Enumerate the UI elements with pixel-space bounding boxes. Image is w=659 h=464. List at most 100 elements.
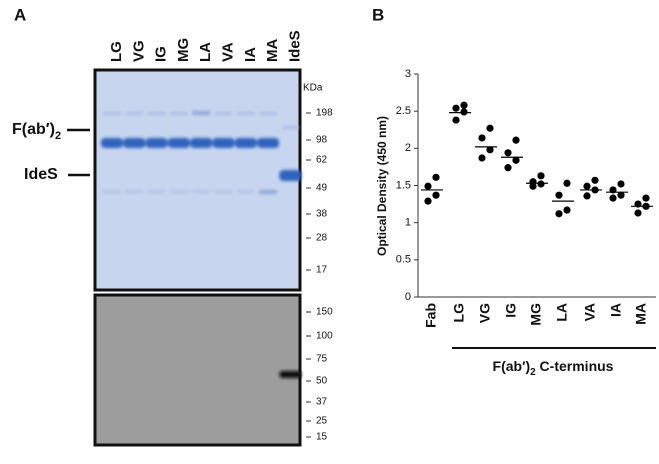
faint-band [103,112,121,115]
y-tick-label: 2 [405,142,411,154]
lane-label: IG [153,46,170,62]
faint-band [236,112,255,115]
marker-label: 198 [316,108,333,119]
x-tick-label: MA [633,303,649,325]
y-tick-label: 3 [405,68,411,80]
panel-label: A [14,5,26,24]
panel-label: B [372,5,384,24]
x-tick-label: VA [582,303,598,321]
marker-label: 100 [316,331,333,342]
band [212,138,235,148]
marker-label: 49 [316,183,328,194]
point [634,209,642,217]
marker-unit: KDa [303,83,323,94]
blot [93,293,302,447]
marker-label: 15 [316,432,328,443]
marker-label: 75 [316,354,328,365]
blot-band [279,371,302,378]
faint-band [103,190,121,193]
point [617,191,625,199]
side-label: IdeS [24,166,58,183]
x-tick-label: MG [528,303,544,326]
point [452,104,460,112]
band [279,170,302,181]
point [432,173,440,181]
faint-band [214,190,233,193]
y-axis-label: Optical Density (450 nm) [375,116,389,256]
faint-band [282,126,299,129]
x-tick-label: IG [503,303,519,318]
faint-band [147,112,166,115]
x-tick-label: Fab [423,303,439,328]
side-label: F(ab′)2 [12,121,61,142]
x-tick-label: VG [477,303,493,323]
x-tick-label: LA [554,303,570,322]
group-label: F(ab′)2 C-terminus [493,358,614,378]
faint-band [147,190,166,193]
band [167,138,190,148]
point [424,197,432,205]
faint-band [259,190,278,194]
faint-band [125,190,144,193]
y-tick-label: 1 [405,217,411,229]
gel-bands [101,111,302,378]
band [123,138,146,148]
point [583,182,591,190]
lane-label: LG [108,41,125,62]
point [504,164,512,172]
marker-label: 37 [316,397,328,408]
faint-band [169,190,188,193]
marker-label: 50 [316,376,328,387]
point [634,200,642,208]
y-tick-label: 1.5 [396,179,411,191]
lane-label: LA [197,42,214,62]
marker-label: 98 [316,135,328,146]
y-tick-label: 0.5 [396,254,411,266]
point [512,156,520,164]
point [486,146,494,154]
band [234,138,257,148]
band [190,138,213,148]
x-tick-label: LG [451,303,467,323]
point [591,176,599,184]
point [609,186,617,194]
marker-label: 150 [316,307,333,318]
y-tick-label: 0 [405,291,411,303]
marker-label: 28 [316,233,328,244]
faint-band [192,190,211,193]
point [460,101,468,109]
faint-band [259,112,278,115]
faint-band [169,112,188,115]
point [617,180,625,188]
point [609,194,617,202]
point [583,192,591,200]
marker-label: 38 [316,209,328,220]
point [642,202,650,210]
point [529,182,537,190]
gel [93,68,302,292]
x-tick-label: IA [608,303,624,317]
point [555,191,563,199]
point [537,172,545,180]
lane-label: VA [219,42,236,62]
marker-label: 25 [316,416,328,427]
point [424,182,432,190]
faint-band [125,112,144,115]
point [478,134,486,142]
point [563,179,571,187]
point [432,191,440,199]
lane-label: MG [175,38,192,62]
band [257,138,280,148]
lane-label: IdeS [286,30,303,62]
marker-label: 62 [316,155,328,166]
point [512,136,520,144]
point [591,186,599,194]
band [101,138,123,148]
y-tick-label: 2.5 [396,105,411,117]
point [452,116,460,124]
point [486,124,494,132]
faint-band [214,112,233,115]
point [478,154,486,162]
point [555,210,563,218]
